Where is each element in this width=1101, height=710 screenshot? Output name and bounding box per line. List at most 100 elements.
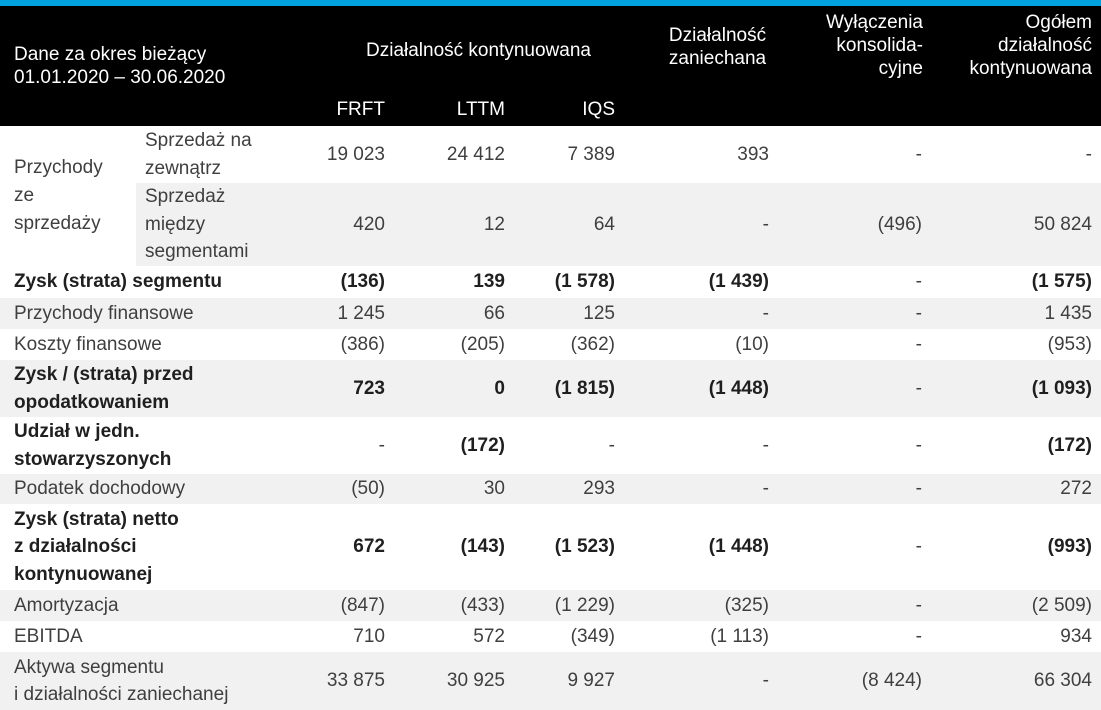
cell-total: - — [1085, 143, 1092, 165]
table-row: Aktywa segmentu i działalności zaniechane… — [0, 652, 1101, 710]
row-label: EBITDA — [14, 621, 83, 652]
cell-discontinued: (325) — [724, 594, 769, 616]
row-label-line: Zysk (strata) netto — [14, 508, 179, 530]
table-row: Zysk (strata) segmentu (136) 139 (1 578) (1 … — [0, 266, 1101, 298]
cell-exclusions: (496) — [877, 213, 922, 235]
cell-lttm: 30 — [483, 478, 505, 500]
cell-iqs: (1 815) — [554, 377, 615, 399]
table-row: Sprzedaż między segmentami 420 12 64 - (496) 50 … — [0, 183, 1101, 266]
row-label-text: Zysk (strata) netto z działalności kontynu… — [14, 506, 179, 589]
row-label-line: Amortyzacja — [14, 594, 119, 616]
cell-exclusions: - — [915, 143, 922, 165]
cell-frft: (136) — [340, 271, 385, 293]
total-line-3: kontynuowana — [969, 58, 1092, 79]
row-label-text: Sprzedaż między segmentami — [145, 183, 249, 266]
cell-total: (1 575) — [1031, 271, 1092, 293]
cell-iqs: 293 — [583, 478, 615, 500]
table-header: Dane za okres bieżący 01.01.2020 – 30.06… — [0, 6, 1101, 126]
total-line-1: Ogółem — [1025, 12, 1092, 33]
row-label-text: Przychody finansowe — [14, 300, 194, 328]
cell-total: 66 304 — [1033, 670, 1092, 692]
row-label: Zysk / (strata) przed opodatkowaniem — [14, 360, 194, 417]
cell-lttm: (172) — [460, 434, 505, 456]
cell-exclusions: (8 424) — [861, 670, 922, 692]
table-row: Koszty finansowe (386) (205) (362) (10) - (953… — [0, 329, 1101, 360]
cell-discontinued: - — [762, 302, 769, 324]
row-label-text: Sprzedaż na zewnątrz — [145, 127, 252, 182]
cell-discontinued: - — [762, 670, 769, 692]
revenue-group-line-1: Przychody — [14, 157, 103, 178]
cell-total: (953) — [1047, 333, 1092, 355]
cell-lttm: 0 — [494, 377, 505, 399]
cell-frft: 672 — [353, 536, 385, 558]
row-label-line: Przychody finansowe — [14, 302, 194, 324]
cell-discontinued: (1 439) — [708, 271, 769, 293]
accent-line — [0, 0, 1101, 6]
cell-discontinued: (1 113) — [710, 625, 769, 647]
cell-exclusions: - — [915, 377, 922, 399]
table-row: Amortyzacja (847) (433) (1 229) (325) - (2 509… — [0, 590, 1101, 621]
cell-iqs: (362) — [570, 333, 615, 355]
cell-frft: 19 023 — [326, 143, 385, 165]
row-label: Udział w jedn. stowarzyszonych — [14, 417, 171, 474]
cell-lttm: 139 — [473, 271, 505, 293]
cell-lttm: (143) — [460, 536, 505, 558]
discontinued-header: Działalność zaniechana — [640, 24, 795, 70]
cell-frft: 33 875 — [326, 670, 385, 692]
period-line-1: Dane za okres bieżący — [14, 44, 207, 65]
row-label-text: Aktywa segmentu i działalności zaniechane… — [14, 654, 228, 709]
cell-frft: - — [378, 434, 385, 456]
cell-total: 50 824 — [1033, 213, 1092, 235]
cell-discontinued: (1 448) — [708, 377, 769, 399]
col-iqs-header: IQS — [582, 99, 615, 120]
cell-discontinued: - — [762, 478, 769, 500]
period-line-2: 01.01.2020 – 30.06.2020 — [14, 67, 226, 88]
cell-exclusions: - — [915, 302, 922, 324]
row-label-line: i działalności zaniechanej — [14, 684, 229, 705]
cell-exclusions: - — [915, 536, 922, 558]
row-label-line: Sprzedaż na — [145, 130, 252, 151]
continued-group-header: Działalność kontynuowana — [366, 40, 591, 61]
cell-exclusions: - — [915, 271, 922, 293]
cell-lttm: (205) — [460, 333, 505, 355]
cell-exclusions: - — [915, 478, 922, 500]
revenue-group-line-3: sprzedaży — [14, 213, 101, 234]
row-label-text: Amortyzacja — [14, 592, 119, 620]
cell-lttm: (433) — [460, 594, 505, 616]
cell-exclusions: - — [915, 434, 922, 456]
cell-total: (172) — [1047, 434, 1092, 456]
row-label: Zysk (strata) netto z działalności kontynu… — [14, 504, 179, 590]
cell-total: (1 093) — [1031, 377, 1092, 399]
cell-frft: (50) — [351, 478, 385, 500]
discontinued-line-1: Działalność — [668, 25, 767, 46]
table-row: Zysk / (strata) przed opodatkowaniem 723 0 (… — [0, 360, 1101, 417]
cell-iqs: (349) — [570, 625, 615, 647]
cell-lttm: 30 925 — [446, 670, 505, 692]
row-label-line: Aktywa segmentu — [14, 656, 164, 678]
row-label-line: zewnątrz — [145, 157, 222, 179]
cell-discontinued: - — [762, 434, 769, 456]
exclusions-line-1: Wyłączenia — [826, 12, 923, 33]
cell-iqs: 64 — [593, 213, 615, 235]
cell-frft: 710 — [353, 625, 385, 647]
exclusions-header: Wyłączenia konsolida- cyjne — [790, 11, 923, 80]
row-label-text: Udział w jedn. stowarzyszonych — [14, 418, 171, 473]
exclusions-line-2: konsolida- — [836, 35, 923, 56]
row-label-line: Udział w jedn. — [14, 421, 140, 442]
cell-frft: 420 — [353, 213, 385, 235]
cell-lttm: 66 — [483, 302, 505, 324]
table-row: Sprzedaż na zewnątrz 19 023 24 412 7 389 393 -… — [0, 126, 1101, 183]
row-label-text: Zysk / (strata) przed opodatkowaniem — [14, 361, 194, 416]
cell-lttm: 12 — [483, 213, 505, 235]
cell-exclusions: - — [915, 333, 922, 355]
cell-iqs: 7 389 — [567, 143, 615, 165]
table-row: Podatek dochodowy (50) 30 293 - - 272 — [0, 474, 1101, 504]
discontinued-line-2: zaniechana — [668, 48, 767, 69]
col-lttm-header: LTTM — [456, 99, 505, 120]
cell-iqs: (1 578) — [554, 271, 615, 293]
revenue-group-label: Przychody ze sprzedaży — [0, 126, 136, 266]
row-label-line: Zysk (strata) segmentu — [14, 271, 223, 293]
cell-total: 1 435 — [1044, 302, 1092, 324]
total-line-2: działalność — [998, 35, 1092, 56]
